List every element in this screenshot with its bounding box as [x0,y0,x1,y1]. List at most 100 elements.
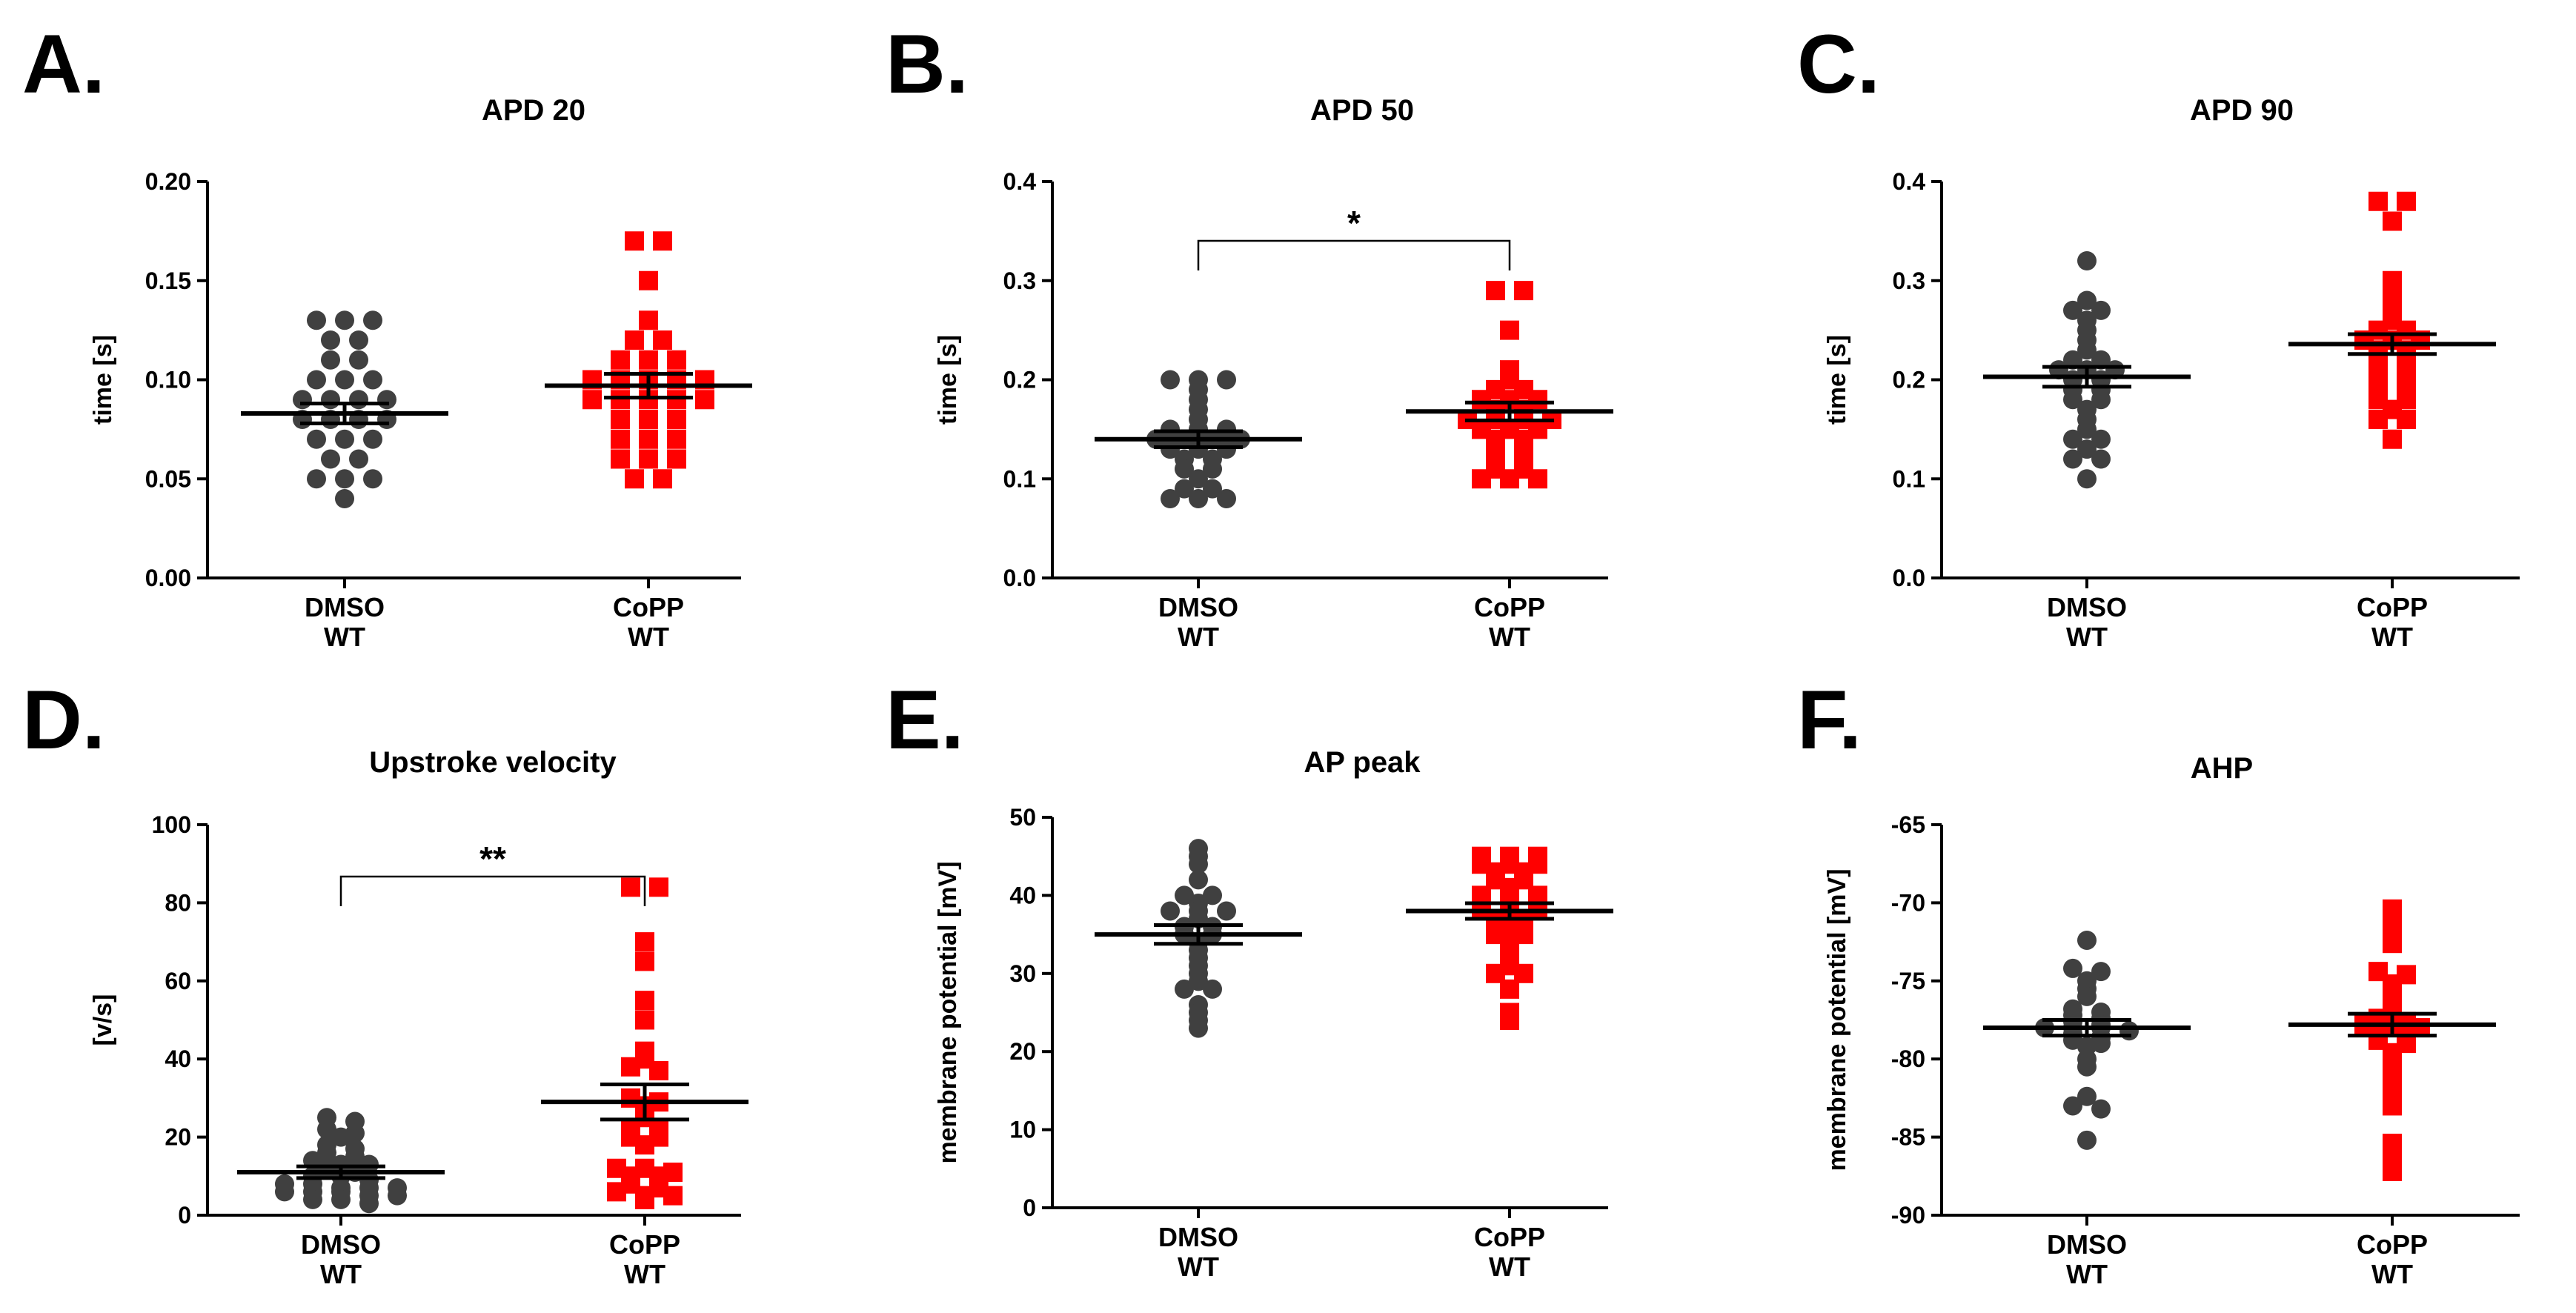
y-tick-label: 0.00 [145,565,191,591]
y-tick-label: 20 [165,1124,191,1151]
y-tick-label: 0.1 [1003,465,1036,492]
data-point-copp [1486,281,1505,301]
chart-title: AP peak [1304,746,1421,779]
data-point-dmso [1189,1018,1208,1038]
data-point-dmso [2077,290,2097,310]
category-label-line2: WT [2371,622,2413,652]
y-tick-label: -75 [1891,968,1925,994]
data-point-dmso [2063,958,2082,978]
y-tick-label: 0.05 [145,465,191,492]
data-point-dmso [1189,439,1208,459]
data-point-copp [625,469,644,489]
data-point-dmso [1203,479,1222,499]
data-point-dmso [349,449,368,469]
category-label-line1: CoPP [613,592,684,622]
data-point-dmso [1189,870,1208,890]
y-tick-label: -70 [1891,889,1925,916]
category-label-line2: WT [320,1259,362,1289]
data-point-dmso [363,469,382,489]
data-point-copp [2397,191,2416,211]
panel-letter: E. [886,674,964,766]
chart-title: APD 50 [1310,94,1414,127]
data-point-dmso [1161,901,1180,921]
y-tick-label: 0.1 [1893,465,1925,492]
y-tick-label: -80 [1891,1046,1925,1072]
data-point-copp [1528,469,1547,489]
data-point-copp [635,1135,654,1155]
data-point-copp [582,390,602,410]
data-point-copp [649,1061,668,1081]
data-point-dmso [293,390,312,410]
data-point-dmso [2063,350,2082,370]
data-point-copp [2383,1143,2402,1163]
data-point-copp [667,390,686,410]
data-point-dmso [2063,390,2082,410]
data-point-copp [2383,429,2402,449]
data-point-dmso [1217,439,1236,459]
data-point-dmso [321,449,340,469]
data-point-dmso [1217,370,1236,390]
y-axis-label: time [s] [1823,335,1851,425]
data-point-dmso [335,370,354,390]
data-point-copp [1500,979,1519,999]
data-point-dmso [359,1154,379,1174]
data-point-copp [2368,191,2388,211]
data-point-dmso [1217,419,1236,439]
y-tick-label: 40 [1009,882,1036,908]
data-point-dmso [1175,479,1194,499]
data-point-dmso [317,1120,336,1140]
data-point-dmso [321,350,340,370]
data-point-dmso [331,1189,351,1209]
data-point-dmso [1161,489,1180,508]
data-point-dmso [2077,1057,2097,1077]
y-tick-label: 0 [178,1202,191,1229]
y-axis-label: time [s] [934,335,962,425]
data-point-dmso [307,429,326,449]
data-point-copp [639,449,658,469]
data-point-copp [635,951,654,971]
y-tick-label: 40 [165,1046,191,1072]
y-tick-label: -85 [1891,1124,1925,1151]
data-point-dmso [1203,459,1222,479]
data-point-dmso [349,390,368,410]
y-tick-label: 30 [1009,960,1036,987]
data-point-dmso [377,390,396,410]
y-axis-label: membrane potential [mV] [934,861,962,1163]
data-point-dmso [2077,1130,2097,1150]
data-point-copp [2383,934,2402,954]
data-point-dmso [2063,300,2082,320]
data-point-dmso [2077,251,2097,270]
data-point-dmso [2077,439,2097,459]
data-point-copp [635,1010,654,1030]
data-point-copp [635,932,654,952]
y-tick-label: 0.2 [1893,367,1925,393]
data-point-dmso [2077,340,2097,360]
category-label-line1: DMSO [2047,592,2127,622]
category-label-line1: DMSO [305,592,385,622]
panel-letter: F. [1797,674,1862,766]
data-point-copp [621,1057,640,1077]
data-point-copp [653,330,672,350]
panel-apd20: A. APD 20 0.00 0.05 0.10 0.15 0.20 time [s] DMSO… [22,18,752,652]
data-point-copp [1500,320,1519,340]
y-tick-label: 0.10 [145,367,191,393]
data-point-dmso [331,1127,351,1147]
data-point-dmso [2091,962,2111,982]
data-point-copp [607,1182,626,1202]
data-point-copp [653,469,672,489]
y-axis-label: [v/s] [89,994,117,1046]
data-point-dmso [363,370,382,390]
data-point-dmso [2063,429,2082,449]
data-point-copp [667,429,686,449]
category-label-line1: DMSO [301,1229,381,1260]
data-point-copp [639,270,658,290]
data-point-dmso [2091,449,2111,469]
category-label-line1: DMSO [2047,1229,2127,1260]
category-label-line2: WT [2066,622,2108,652]
data-point-dmso [1203,885,1222,905]
data-point-copp [667,410,686,429]
data-point-copp [2383,211,2402,231]
data-point-dmso [2077,469,2097,489]
data-point-dmso [349,330,368,350]
y-tick-label: -90 [1891,1202,1925,1229]
